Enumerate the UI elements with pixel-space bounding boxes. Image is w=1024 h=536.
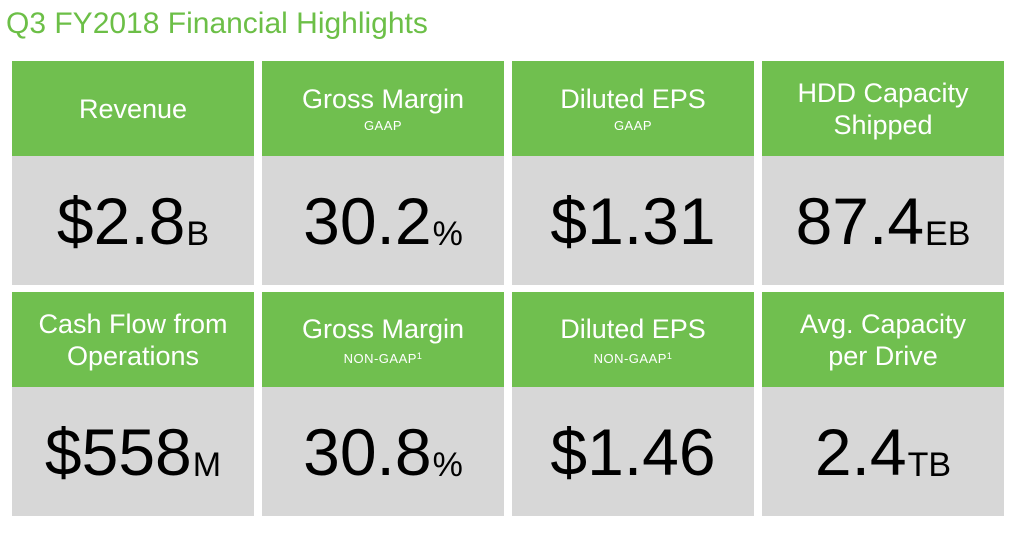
metric-sublabel: NON-GAAP1 (344, 348, 423, 367)
metric-value: $558 M (12, 387, 254, 516)
metric-card-header: HDD Capacity Shipped (762, 61, 1004, 156)
metric-sublabel-text: NON-GAAP (593, 350, 667, 366)
metric-value: 2.4 TB (762, 387, 1004, 516)
metric-value: 30.8% (262, 387, 504, 516)
metric-label: Gross Margin (301, 84, 465, 114)
metric-card-diluted-eps-non-gaap: Diluted EPS NON-GAAP1 $1.46 (512, 292, 754, 516)
page-title: Q3 FY2018 Financial Highlights (6, 7, 428, 40)
metric-value: 87.4 EB (762, 156, 1004, 285)
metric-value: 30.2% (262, 156, 504, 285)
metric-unit: EB (925, 214, 971, 253)
metric-card-avg-capacity-per-drive: Avg. Capacity per Drive 2.4 TB (762, 292, 1004, 516)
metric-number: $558 (44, 414, 192, 489)
metric-card-header: Avg. Capacity per Drive (762, 292, 1004, 387)
metric-card-header: Diluted EPS NON-GAAP1 (512, 292, 754, 387)
metric-sublabel: GAAP (613, 118, 653, 133)
metric-label: Avg. Capacity per Drive (799, 308, 967, 371)
metric-unit: M (192, 445, 222, 484)
metric-sublabel: GAAP (363, 118, 403, 133)
metric-number: 87.4 (795, 183, 925, 258)
metric-number: $1.46 (550, 414, 716, 489)
metric-sublabel: NON-GAAP1 (594, 348, 673, 367)
metric-card-diluted-eps-gaap: Diluted EPS GAAP $1.31 (512, 61, 754, 285)
metric-card-gross-margin-gaap: Gross Margin GAAP 30.2% (262, 61, 504, 285)
metric-number: 30.2 (303, 183, 432, 258)
metric-card-hdd-capacity-shipped: HDD Capacity Shipped 87.4 EB (762, 61, 1004, 285)
metric-label: Gross Margin (301, 313, 465, 344)
metric-card-cash-flow: Cash Flow from Operations $558 M (12, 292, 254, 516)
metric-card-header: Revenue (12, 61, 254, 156)
metric-label: Diluted EPS (560, 313, 706, 344)
metric-card-header: Gross Margin NON-GAAP1 (262, 292, 504, 387)
footnote-marker: 1 (416, 350, 423, 361)
footnote-marker: 1 (666, 350, 673, 361)
metric-card-header: Gross Margin GAAP (262, 61, 504, 156)
metric-label: Revenue (78, 93, 188, 124)
metric-number: $1.31 (550, 183, 716, 258)
metric-label: Cash Flow from Operations (38, 308, 228, 371)
metric-card-gross-margin-non-gaap: Gross Margin NON-GAAP1 30.8% (262, 292, 504, 516)
metric-number: 30.8 (303, 414, 432, 489)
metric-value: $1.46 (512, 387, 754, 516)
metric-label: HDD Capacity Shipped (797, 77, 969, 140)
metric-unit: % (432, 445, 463, 484)
metric-sublabel-text: NON-GAAP (343, 350, 417, 366)
metric-unit: B (186, 214, 210, 253)
metric-unit: TB (907, 445, 952, 484)
metric-value: $1.31 (512, 156, 754, 285)
metric-label: Diluted EPS (560, 84, 706, 114)
metric-number: 2.4 (814, 414, 907, 489)
metric-unit: % (432, 214, 463, 253)
metric-card-header: Cash Flow from Operations (12, 292, 254, 387)
metric-number: $2.8 (56, 183, 186, 258)
metric-card-header: Diluted EPS GAAP (512, 61, 754, 156)
metric-value: $2.8 B (12, 156, 254, 285)
metric-card-revenue: Revenue $2.8 B (12, 61, 254, 285)
